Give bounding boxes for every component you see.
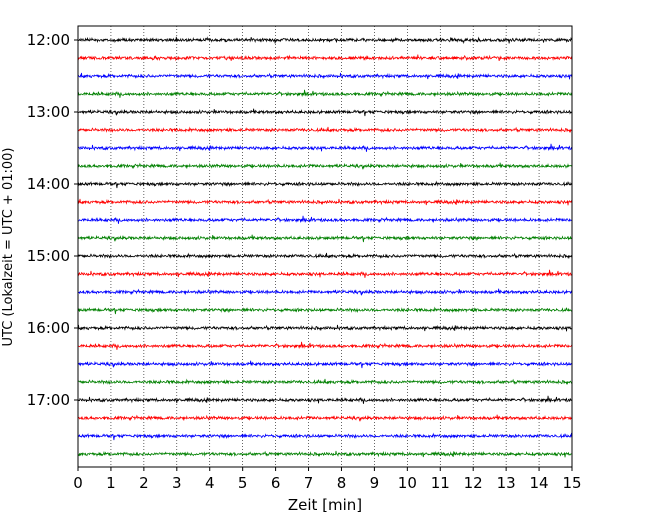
trace-line: [77, 414, 573, 422]
x-tick-label: 6: [271, 474, 281, 492]
x-tick-label: 8: [337, 474, 347, 492]
x-tick-label: 1: [106, 474, 116, 492]
trace-line: [77, 234, 573, 243]
trace-line: [77, 215, 573, 224]
trace-line: [77, 395, 573, 404]
y-tick-label: 12:00: [27, 31, 70, 49]
tick-layer: 0 1 2 3 4 5 6 7 8 9 10 11 12 13 14 1512:0013:0014:0015:…: [27, 31, 582, 492]
x-tick-label: 14: [530, 474, 549, 492]
y-tick-label: 13:00: [27, 103, 70, 121]
trace-line: [77, 378, 573, 385]
trace-line: [77, 288, 573, 296]
trace-line: [77, 72, 573, 80]
trace-line: [77, 108, 573, 117]
y-tick-label: 16:00: [27, 319, 70, 337]
trace-line: [77, 432, 573, 441]
trace-line: [77, 269, 573, 278]
x-tick-label: 9: [370, 474, 380, 492]
trace-line: [77, 198, 573, 206]
trace-line: [77, 180, 573, 189]
x-tick-label: 3: [172, 474, 182, 492]
x-tick-label: 2: [139, 474, 149, 492]
trace-line: [77, 126, 573, 133]
x-tick-label: 10: [398, 474, 417, 492]
trace-line: [77, 143, 573, 152]
x-axis-title: Zeit [min]: [288, 496, 362, 514]
trace-line: [77, 252, 573, 259]
trace-line: [77, 54, 573, 62]
trace-line: [77, 162, 573, 170]
x-tick-label: 7: [304, 474, 314, 492]
trace-line: [77, 324, 573, 332]
trace-line: [77, 89, 573, 98]
x-tick-label: 5: [238, 474, 248, 492]
y-tick-label: 15:00: [27, 247, 70, 265]
x-tick-label: 0: [73, 474, 83, 492]
x-tick-label: 12: [464, 474, 483, 492]
trace-line: [77, 341, 573, 350]
trace-line: [77, 306, 573, 315]
trace-layer: [77, 36, 573, 458]
x-tick-label: 4: [205, 474, 215, 492]
trace-line: [77, 360, 573, 369]
y-axis-title: UTC (Lokalzeit = UTC + 01:00): [1, 148, 16, 347]
x-tick-label: 15: [562, 474, 581, 492]
plot-frame: [77, 25, 573, 468]
y-tick-label: 17:00: [27, 391, 70, 409]
x-tick-label: 11: [431, 474, 450, 492]
trace-line: [77, 450, 573, 458]
x-tick-label: 13: [497, 474, 516, 492]
trace-line: [77, 36, 573, 45]
y-tick-label: 14:00: [27, 175, 70, 193]
